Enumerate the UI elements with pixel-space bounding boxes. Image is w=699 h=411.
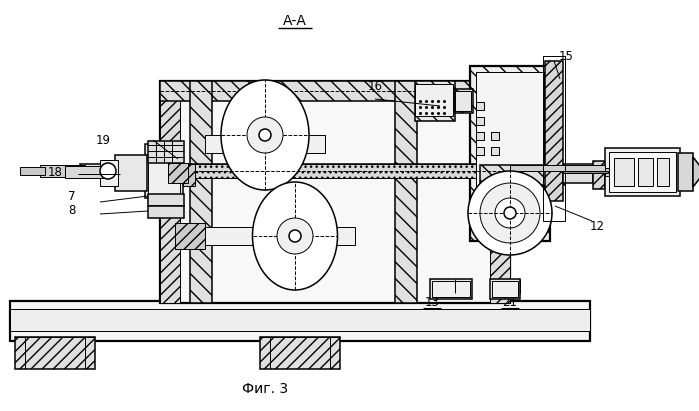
Circle shape <box>495 198 525 228</box>
Bar <box>470 66 550 241</box>
Bar <box>476 132 484 140</box>
Circle shape <box>277 218 313 254</box>
Bar <box>510 165 605 171</box>
Bar <box>15 337 95 369</box>
Bar <box>490 81 510 303</box>
Bar <box>40 165 85 177</box>
Bar <box>605 168 625 176</box>
Polygon shape <box>693 157 699 187</box>
Bar <box>430 279 472 299</box>
Bar <box>543 56 565 221</box>
Bar <box>175 223 205 249</box>
Circle shape <box>257 127 273 143</box>
Bar <box>476 117 484 125</box>
Bar <box>190 81 212 303</box>
Circle shape <box>100 163 116 179</box>
Bar <box>491 147 499 155</box>
Circle shape <box>468 171 552 255</box>
Bar <box>605 148 680 196</box>
Text: 13: 13 <box>424 296 440 309</box>
Bar <box>100 160 118 186</box>
Bar <box>432 281 470 297</box>
Bar <box>491 132 499 140</box>
Bar <box>160 81 510 99</box>
Bar <box>678 153 693 191</box>
Text: 21: 21 <box>503 296 517 309</box>
Bar <box>148 141 184 163</box>
Bar <box>395 81 417 303</box>
Text: 7: 7 <box>69 189 75 203</box>
Bar <box>415 84 453 116</box>
Bar <box>492 281 518 297</box>
Bar <box>455 89 473 113</box>
Text: 18: 18 <box>48 166 62 180</box>
Bar <box>476 72 544 235</box>
Text: 8: 8 <box>69 205 75 217</box>
Bar <box>148 194 184 206</box>
Text: 19: 19 <box>96 134 110 148</box>
Circle shape <box>247 117 283 153</box>
Text: 16: 16 <box>368 79 382 92</box>
Bar <box>455 91 471 111</box>
Bar <box>638 158 653 186</box>
Bar <box>253 122 277 166</box>
Bar <box>115 155 147 191</box>
Bar <box>657 158 669 186</box>
Bar <box>65 166 103 178</box>
Bar <box>415 81 455 121</box>
Bar <box>480 165 565 185</box>
Bar <box>476 102 484 110</box>
Bar <box>563 167 593 183</box>
Bar <box>148 147 180 195</box>
Circle shape <box>480 183 540 243</box>
Bar <box>260 337 340 369</box>
Bar <box>160 81 530 101</box>
Bar <box>545 61 563 201</box>
Bar <box>563 171 608 173</box>
Bar <box>183 164 195 186</box>
Circle shape <box>289 230 301 242</box>
Bar <box>614 158 634 186</box>
Bar <box>593 161 605 189</box>
Bar <box>80 164 620 178</box>
Bar <box>490 279 520 299</box>
Text: 12: 12 <box>589 219 605 233</box>
Bar <box>10 309 590 331</box>
Bar <box>160 81 510 303</box>
Bar <box>609 152 676 192</box>
Bar <box>205 227 355 245</box>
Circle shape <box>504 207 516 219</box>
Bar <box>145 144 183 198</box>
Bar <box>476 147 484 155</box>
Bar <box>180 164 510 178</box>
Bar <box>148 206 184 218</box>
Bar <box>20 167 45 175</box>
Bar <box>205 135 325 153</box>
Text: А-А: А-А <box>283 14 307 28</box>
Text: 15: 15 <box>559 49 573 62</box>
Bar <box>10 301 590 341</box>
Text: Фиг. 3: Фиг. 3 <box>242 382 288 396</box>
Ellipse shape <box>221 80 309 190</box>
Circle shape <box>259 129 271 141</box>
Circle shape <box>287 228 303 244</box>
Ellipse shape <box>252 182 338 290</box>
Bar <box>160 81 180 303</box>
Bar <box>168 163 188 183</box>
